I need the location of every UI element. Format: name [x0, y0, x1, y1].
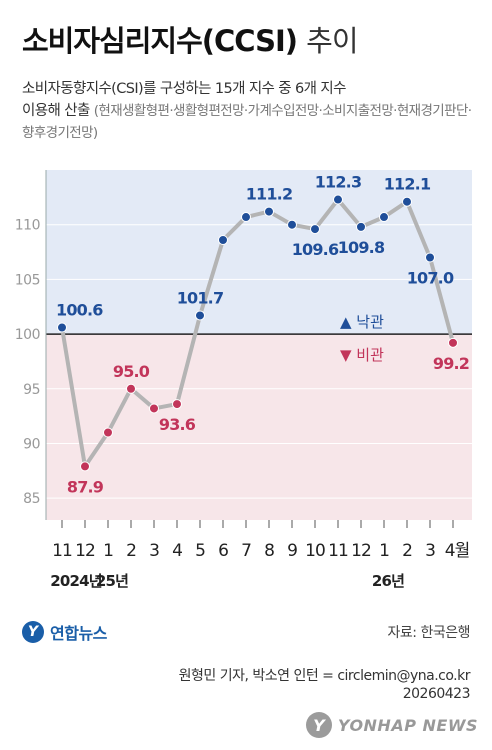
data-point [402, 196, 412, 207]
y-tick-label: 110 [15, 218, 40, 234]
chart-title: 소비자심리지수(CCSI) 추이 [22, 18, 359, 60]
publish-date: 20260423 [402, 686, 471, 702]
data-label: 100.6 [56, 301, 103, 320]
optimism-zone [46, 170, 472, 335]
subtitle-line2: 이용해 산출 [22, 103, 90, 119]
data-label: 87.9 [67, 477, 104, 496]
y-tick-label: 85 [23, 491, 40, 507]
brand-name: 연합뉴스 [50, 624, 107, 643]
x-tick-label: 5 [195, 541, 205, 561]
brand: Y 연합뉴스 [22, 620, 107, 644]
credit-line: 원형민 기자, 박소연 인턴 = circlemin@yna.co.kr [178, 668, 471, 684]
data-point [333, 194, 343, 205]
subtitle-detail: (현재생활형편·생활형편전망·가계수입전망·소비지출전망·현재경기판단·향후경기… [22, 103, 472, 141]
watermark: Y YONHAP NEWS [305, 712, 478, 738]
data-point [172, 399, 182, 410]
data-label: 112.3 [315, 173, 362, 192]
subtitle-line1: 소비자동향지수(CSI)를 구성하는 15개 지수 중 6개 지수 [22, 81, 347, 97]
data-point [57, 322, 67, 333]
year-label: 2024년 [50, 572, 102, 590]
y-tick-label: 95 [23, 382, 40, 398]
x-tick-label: 11 [52, 541, 72, 561]
data-label: 109.8 [338, 238, 385, 257]
y-tick-label: 100 [15, 327, 40, 343]
x-tick-label: 3 [425, 541, 435, 561]
x-tick-label: 3 [149, 541, 159, 561]
data-label: 109.6 [292, 240, 339, 259]
x-tick-label: 4월 [445, 541, 469, 561]
data-point [264, 206, 274, 217]
year-label: 25년 [96, 572, 128, 590]
x-tick-label: 7 [241, 541, 251, 561]
year-label: 26년 [372, 572, 404, 590]
pessimism-zone [46, 334, 472, 520]
x-tick-label: 12 [351, 541, 371, 561]
legend-pessimism: ▼ 비관 [340, 346, 384, 364]
x-tick-label: 10 [305, 541, 325, 561]
data-label: 93.6 [159, 415, 196, 434]
x-tick-label: 1 [379, 541, 389, 561]
data-point [218, 235, 228, 245]
data-point [356, 221, 366, 232]
data-point [149, 403, 159, 414]
data-point [287, 219, 297, 230]
data-label: 112.1 [384, 175, 431, 194]
data-point [448, 337, 458, 348]
data-point [310, 224, 320, 235]
data-point [103, 427, 113, 438]
data-point [425, 252, 435, 263]
data-point [126, 383, 136, 394]
x-tick-label: 4 [172, 541, 182, 561]
watermark-logo-icon: Y [305, 712, 332, 738]
x-tick-label: 11 [328, 541, 348, 561]
credit: 원형민 기자, 박소연 인턴 = circlemin@yna.co.kr 202… [178, 667, 471, 703]
source-note: 자료: 한국은행 [387, 625, 471, 641]
data-label: 107.0 [407, 269, 454, 288]
data-point [80, 461, 90, 472]
watermark-text: YONHAP NEWS [337, 715, 478, 735]
x-tick-label: 9 [287, 541, 297, 561]
yonhap-logo-icon: Y [22, 621, 44, 643]
legend-optimism: ▲ 낙관 [340, 313, 384, 331]
x-tick-label: 8 [264, 541, 274, 561]
title-suffix: 추이 [306, 24, 358, 58]
data-label: 101.7 [177, 288, 224, 307]
data-point [195, 310, 205, 321]
x-tick-label: 12 [75, 541, 95, 561]
x-tick-label: 1 [103, 541, 113, 561]
y-tick-label: 105 [15, 272, 40, 288]
data-point [379, 212, 389, 223]
data-point [241, 212, 251, 223]
data-label: 99.2 [433, 354, 469, 373]
title-main: 소비자심리지수(CCSI) [22, 24, 298, 58]
x-tick-label: 6 [218, 541, 228, 561]
x-tick-label: 2 [402, 541, 412, 561]
chart-subtitle: 소비자동향지수(CSI)를 구성하는 15개 지수 중 6개 지수 이용해 산출… [22, 78, 477, 144]
data-label: 95.0 [113, 362, 150, 381]
line-chart: 859095100105110100.687.995.093.6101.7111… [15, 170, 472, 590]
y-tick-label: 90 [23, 436, 40, 452]
data-label: 111.2 [246, 185, 293, 204]
x-tick-label: 2 [126, 541, 136, 561]
